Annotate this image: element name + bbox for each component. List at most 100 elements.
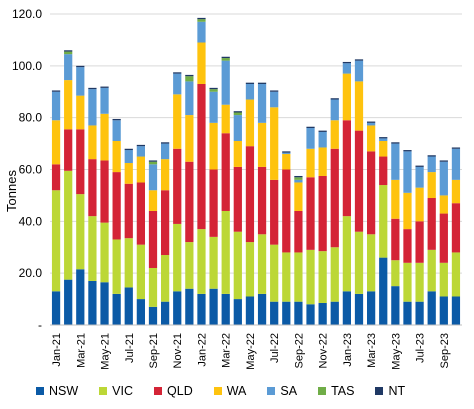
x-tick-label: Sep-22: [293, 333, 305, 368]
bar-stack-apr-21: [88, 87, 97, 325]
bar-stack-may-23: [391, 142, 400, 326]
bar-segment-wa: [64, 80, 73, 130]
bar-segment-nt: [342, 61, 351, 64]
bar-segment-qld: [306, 177, 315, 250]
bar-segment-vic: [403, 262, 412, 302]
bar-segment-wa: [451, 179, 461, 204]
bar-segment-nt: [148, 160, 158, 162]
bar-segment-qld: [197, 83, 206, 230]
bar-segment-wa: [185, 115, 194, 162]
bar-segment-sa: [439, 161, 448, 196]
bar-segment-wa: [88, 125, 97, 160]
bar-segment-nt: [318, 130, 327, 132]
bar-segment-nsw: [318, 302, 327, 325]
bar-stack-sep-22: [294, 175, 303, 325]
bar-segment-wa: [148, 190, 158, 211]
bar-stack-jan-23: [342, 61, 351, 325]
bar-segment-vic: [209, 236, 218, 289]
bar-segment-qld: [367, 151, 376, 235]
bar-segment-nt: [88, 87, 97, 90]
bar-segment-wa: [439, 195, 448, 214]
bar-segment-sa: [367, 122, 376, 126]
y-tick-label: 20.0: [19, 266, 43, 280]
bar-segment-wa: [379, 140, 388, 157]
bar-segment-nsw: [185, 288, 194, 325]
legend-item-vic: VIC: [99, 384, 133, 398]
bar-segment-vic: [76, 194, 85, 270]
bar-segment-wa: [136, 156, 145, 183]
bar-segment-tas: [148, 161, 158, 165]
bar-segment-nsw: [294, 301, 303, 325]
bar-segment-nt: [209, 87, 218, 90]
bar-stack-feb-23: [354, 59, 364, 325]
bar-segment-wa: [282, 153, 291, 170]
bar-segment-vic: [306, 249, 315, 305]
bar-segment-sa: [282, 152, 291, 154]
bar-segment-sa: [342, 63, 351, 74]
bar-segment-sa: [76, 67, 85, 96]
bar-segment-wa: [197, 42, 206, 84]
y-tick-label: 100.0: [12, 59, 42, 73]
bar-segment-nsw: [439, 296, 448, 325]
bar-segment-vic: [197, 229, 206, 294]
bar-segment-nsw: [136, 299, 145, 325]
y-tick-label: -: [38, 318, 42, 332]
bar-segment-nt: [427, 155, 436, 157]
bar-stack-sep-23: [439, 160, 448, 325]
bar-segment-tas: [221, 58, 230, 61]
bar-segment-sa: [148, 164, 158, 191]
bar-segment-qld: [51, 164, 61, 191]
x-tick-label: Jan-22: [197, 333, 209, 367]
x-tick-label: Nov-22: [318, 333, 330, 368]
bar-stack-oct-23: [451, 147, 461, 325]
bar-segment-qld: [330, 148, 339, 248]
bar-segment-qld: [391, 218, 400, 261]
bar-segment-nsw: [76, 269, 85, 325]
bar-segment-wa: [391, 179, 400, 219]
bar-segment-sa: [391, 143, 400, 180]
bar-segment-sa: [209, 91, 218, 123]
bar-segment-sa: [403, 151, 412, 193]
bar-segment-nt: [173, 72, 182, 74]
bar-segment-vic: [124, 238, 133, 288]
bar-segment-qld: [415, 221, 424, 263]
bar-stack-feb-21: [64, 50, 73, 325]
bar-segment-vic: [148, 267, 158, 307]
legend-swatch: [36, 387, 44, 395]
bar-stack-jan-22: [197, 17, 206, 325]
bars: [51, 17, 461, 326]
x-tick-label: Jul-22: [269, 333, 281, 363]
bar-segment-wa: [100, 113, 109, 161]
bar-segment-nsw: [124, 287, 133, 325]
bar-segment-nsw: [367, 291, 376, 325]
bar-segment-wa: [173, 94, 182, 149]
bar-segment-tas: [233, 112, 242, 116]
bar-segment-qld: [342, 120, 351, 217]
bar-segment-sa: [197, 21, 206, 43]
bar-segment-nt: [136, 144, 145, 147]
bar-stack-jan-21: [51, 90, 61, 325]
legend-item-wa: WA: [213, 384, 246, 398]
bar-segment-sa: [318, 131, 327, 148]
x-tick-label: May-21: [100, 333, 112, 370]
bar-stack-dec-22: [330, 98, 339, 325]
bar-segment-nt: [439, 160, 448, 162]
x-tick-label: May-23: [390, 333, 402, 370]
bar-segment-sa: [330, 99, 339, 121]
bar-segment-sa: [136, 146, 145, 157]
bar-segment-qld: [403, 229, 412, 263]
bar-segment-tas: [294, 177, 303, 180]
bar-segment-sa: [245, 83, 255, 100]
bar-segment-qld: [282, 169, 291, 253]
bar-segment-nsw: [306, 304, 315, 325]
bar-segment-sa: [124, 150, 133, 164]
y-tick-label: 40.0: [19, 214, 43, 228]
bar-segment-sa: [427, 156, 436, 173]
bar-segment-qld: [88, 159, 97, 217]
bar-segment-wa: [294, 182, 303, 211]
bar-segment-sa: [294, 179, 303, 183]
bar-segment-vic: [439, 262, 448, 297]
bar-segment-wa: [342, 73, 351, 121]
bar-stack-nov-21: [173, 72, 182, 325]
